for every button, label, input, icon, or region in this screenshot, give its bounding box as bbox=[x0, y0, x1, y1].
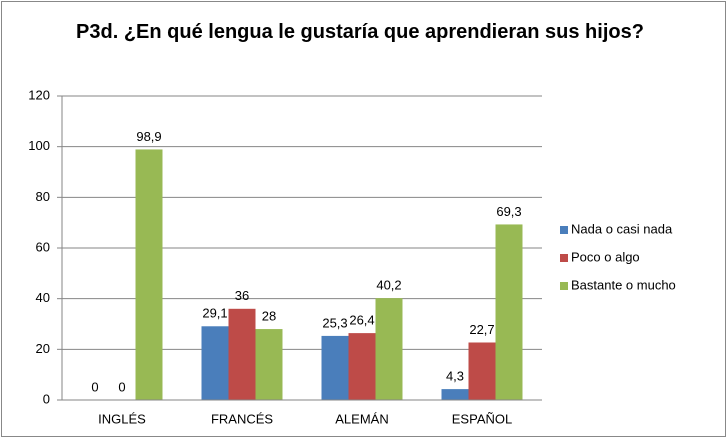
data-label: 98,9 bbox=[136, 129, 161, 144]
bar bbox=[201, 326, 229, 400]
legend-swatch bbox=[560, 254, 568, 262]
y-tick-label: 0 bbox=[43, 391, 50, 406]
data-label: 22,7 bbox=[469, 322, 494, 337]
data-label: 29,1 bbox=[202, 306, 227, 321]
y-tick-label: 120 bbox=[28, 87, 50, 102]
legend-label: Poco o algo bbox=[571, 249, 640, 264]
y-tick-label: 60 bbox=[36, 239, 50, 254]
bar bbox=[135, 149, 163, 400]
bar bbox=[321, 335, 349, 400]
x-tick-label: FRANCÉS bbox=[211, 411, 273, 426]
data-label: 36 bbox=[235, 288, 249, 303]
data-label: 4,3 bbox=[446, 369, 464, 384]
y-tick-label: 100 bbox=[28, 138, 50, 153]
bar bbox=[441, 389, 469, 400]
bar bbox=[228, 308, 256, 400]
x-tick-label: INGLÉS bbox=[98, 411, 146, 426]
legend-label: Bastante o mucho bbox=[571, 277, 676, 292]
bar bbox=[255, 329, 283, 400]
bar bbox=[375, 298, 403, 400]
data-label: 25,3 bbox=[322, 315, 347, 330]
bar bbox=[468, 342, 496, 400]
data-label: 0 bbox=[118, 379, 125, 394]
y-tick-label: 40 bbox=[36, 290, 50, 305]
x-tick-label: ESPAÑOL bbox=[452, 411, 512, 426]
legend-swatch bbox=[560, 226, 568, 234]
y-tick-label: 80 bbox=[36, 189, 50, 204]
data-label: 28 bbox=[262, 309, 276, 324]
legend-swatch bbox=[560, 282, 568, 290]
chart-title: P3d. ¿En qué lengua le gustaría que apre… bbox=[76, 21, 644, 43]
y-tick-label: 20 bbox=[36, 341, 50, 356]
data-label: 69,3 bbox=[496, 204, 521, 219]
data-label: 0 bbox=[91, 379, 98, 394]
x-tick-label: ALEMÁN bbox=[335, 411, 388, 426]
legend-label: Nada o casi nada bbox=[571, 221, 673, 236]
bar bbox=[495, 224, 523, 400]
bar bbox=[348, 333, 376, 400]
data-label: 26,4 bbox=[349, 313, 374, 328]
data-label: 40,2 bbox=[376, 278, 401, 293]
